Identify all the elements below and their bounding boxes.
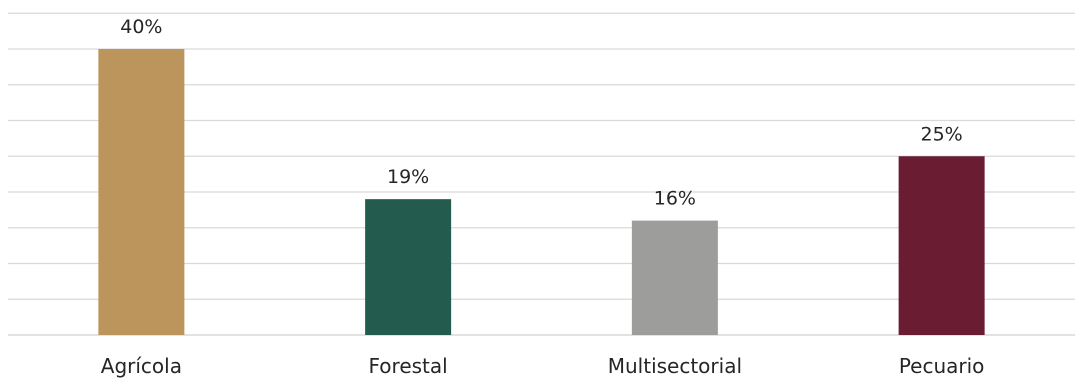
- category-label: Multisectorial: [608, 354, 742, 378]
- data-label: 40%: [120, 16, 162, 38]
- bar-pecuario: [899, 156, 985, 335]
- data-label: 16%: [654, 188, 696, 210]
- category-labels: Agrícola Forestal Multisectorial Pecuario: [101, 354, 985, 378]
- bar-multisectorial: [632, 221, 718, 335]
- data-labels: 40% 19% 16% 25%: [120, 16, 962, 210]
- category-label: Pecuario: [899, 354, 985, 378]
- category-label: Agrícola: [101, 354, 182, 378]
- category-label: Forestal: [369, 354, 448, 378]
- bar-agrícola: [98, 49, 184, 335]
- bar-forestal: [365, 199, 451, 335]
- data-label: 19%: [387, 166, 429, 188]
- data-label: 25%: [921, 123, 963, 145]
